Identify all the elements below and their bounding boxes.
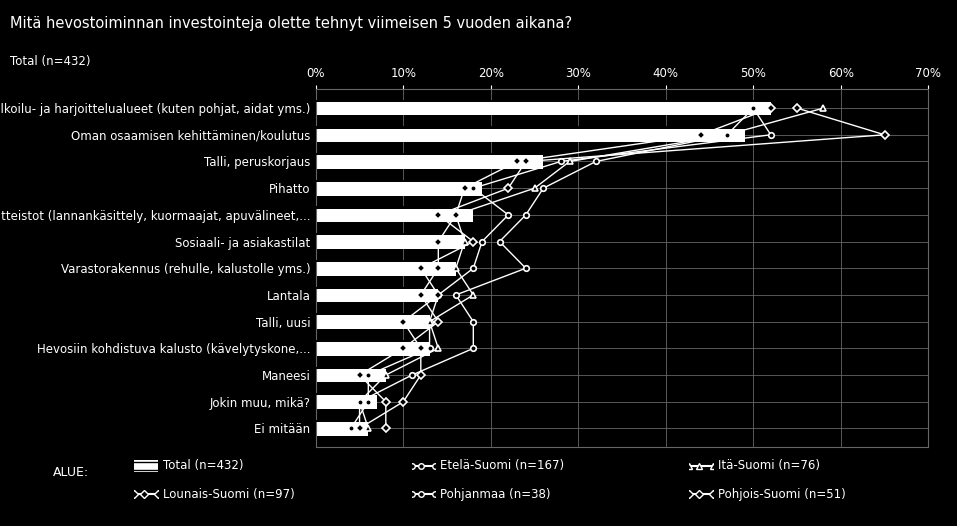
Bar (316, 340, 430, 342)
Bar (316, 233, 464, 235)
Bar (316, 261, 456, 276)
Text: Etelä-Suomi (n=167): Etelä-Suomi (n=167) (440, 459, 565, 472)
Text: Pohjanmaa (n=38): Pohjanmaa (n=38) (440, 488, 550, 501)
Text: Pohjois-Suomi (n=51): Pohjois-Suomi (n=51) (718, 488, 845, 501)
Bar (316, 154, 544, 169)
Bar (316, 180, 482, 182)
Bar (316, 208, 474, 222)
Bar (316, 393, 377, 396)
Text: ALUE:: ALUE: (53, 466, 89, 479)
Bar (316, 153, 544, 155)
Bar (316, 287, 438, 289)
Bar (316, 367, 386, 369)
Bar (316, 368, 386, 382)
Bar (316, 127, 745, 142)
Bar (316, 260, 456, 262)
Bar (316, 313, 430, 316)
Text: Total (n=432): Total (n=432) (163, 459, 243, 472)
Text: Total (n=432): Total (n=432) (10, 55, 90, 68)
Text: Lounais-Suomi (n=97): Lounais-Suomi (n=97) (163, 488, 295, 501)
Bar (316, 341, 430, 356)
Text: Itä-Suomi (n=76): Itä-Suomi (n=76) (718, 459, 820, 472)
Bar (316, 234, 464, 249)
Bar (316, 394, 377, 409)
Bar (316, 420, 368, 422)
Bar (316, 100, 770, 102)
Bar (316, 207, 474, 209)
Bar (316, 101, 770, 115)
Bar (316, 181, 482, 196)
Bar (316, 126, 745, 128)
Text: Mitä hevostoiminnan investointeja olette tehnyt viimeisen 5 vuoden aikana?: Mitä hevostoiminnan investointeja olette… (10, 16, 571, 31)
Bar (316, 315, 430, 329)
Bar (316, 288, 438, 302)
Bar (316, 421, 368, 436)
